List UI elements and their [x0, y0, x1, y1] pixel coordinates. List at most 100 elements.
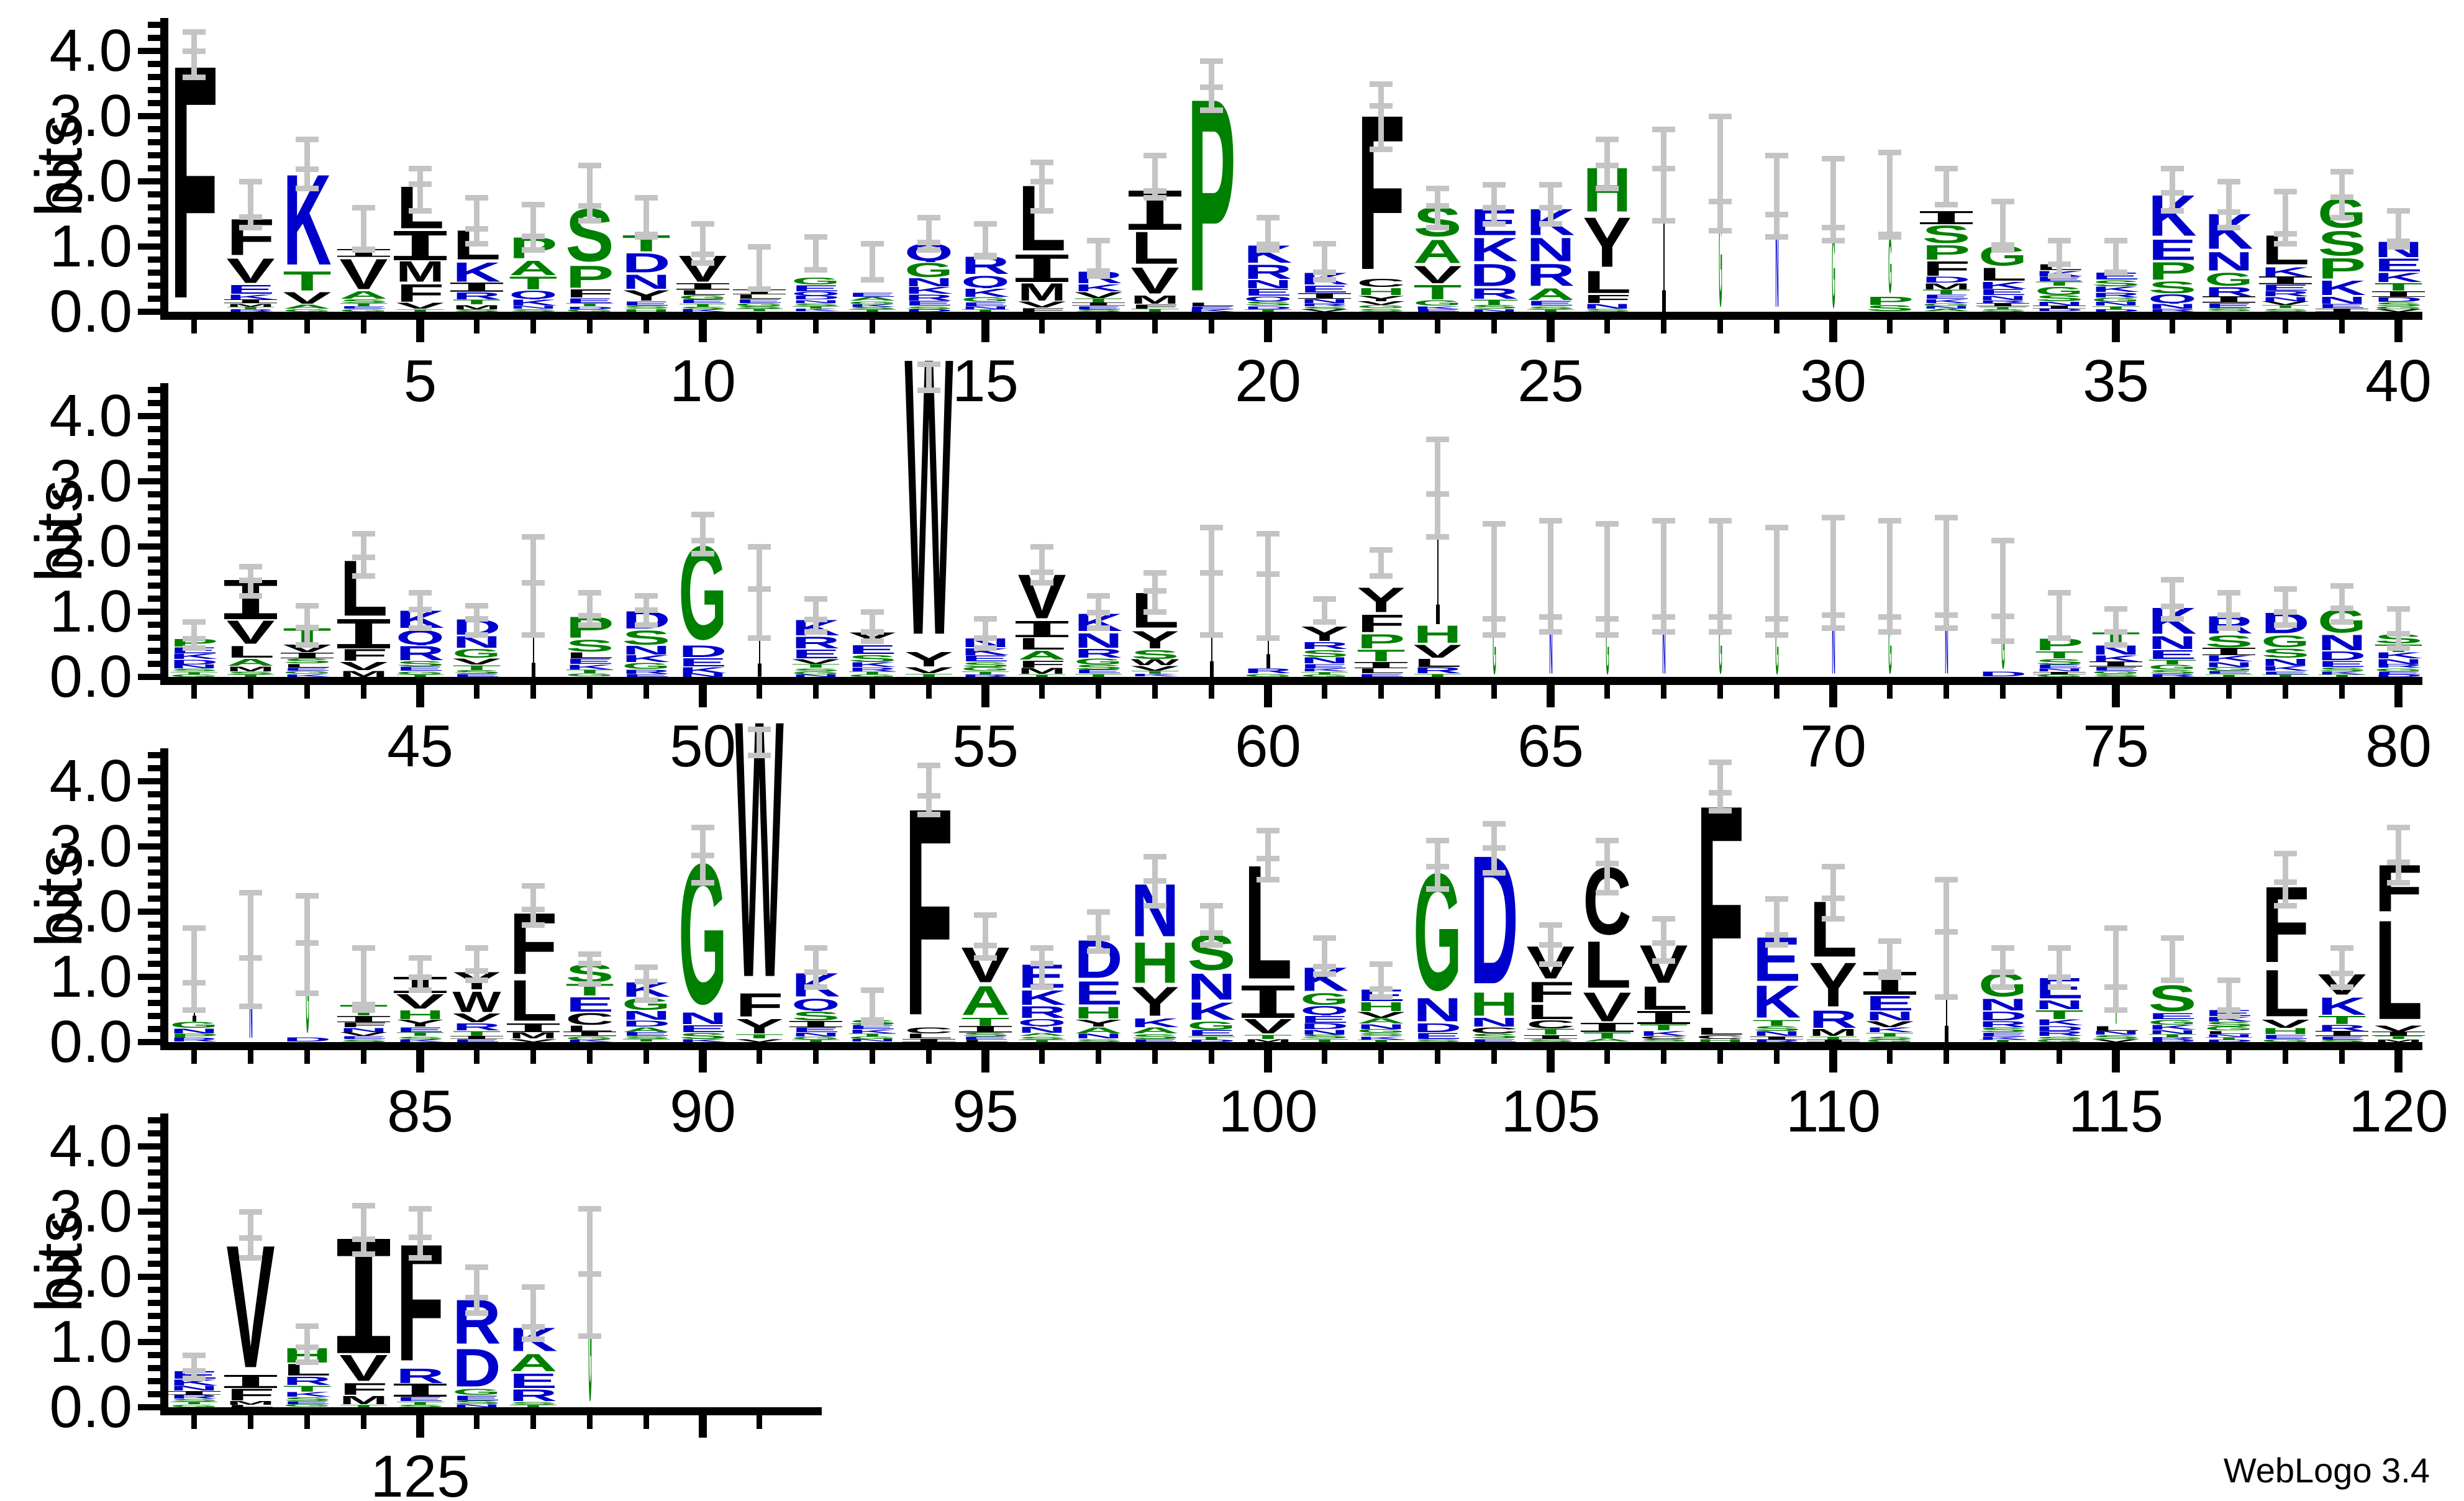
error-bar-cap	[1765, 942, 1788, 948]
logo-letter-N: N	[1074, 1033, 1122, 1038]
svg-text:P: P	[1922, 244, 1970, 260]
svg-text:S: S	[226, 671, 275, 674]
error-bar-111	[1887, 941, 1893, 977]
error-bar-10	[700, 224, 706, 263]
logo-letter-I	[1016, 254, 1068, 282]
svg-text:T: T	[2035, 1010, 2083, 1020]
logo-letter-V: V	[1413, 265, 1462, 284]
logo-letter-E: E	[1922, 294, 1970, 299]
svg-text:T: T	[1639, 1024, 1688, 1031]
logo-letter-N: N	[170, 664, 218, 668]
svg-text:K: K	[2374, 272, 2422, 283]
error-bar-27	[1661, 129, 1666, 220]
logo-letter-T: T	[396, 309, 444, 312]
error-bar-cap	[974, 221, 997, 227]
error-bar-cap	[1483, 221, 1506, 227]
error-bar-cap	[1709, 760, 1732, 765]
error-bar-3	[304, 139, 310, 188]
error-bar-106	[1604, 840, 1610, 892]
error-bar-65	[1548, 520, 1553, 632]
logo-letter-T: T	[283, 270, 331, 292]
error-bar-cap	[409, 166, 432, 171]
x-tick-label: 10	[670, 348, 736, 414]
logo-letter-T: T	[791, 664, 840, 668]
logo-letter-G: G	[452, 648, 501, 658]
error-bar-cap	[1539, 922, 1562, 928]
x-tick-major	[981, 685, 989, 707]
logo-letter-S: S	[1413, 1039, 1462, 1042]
logo-letter-N: N	[2317, 296, 2366, 304]
logo-letter-I	[1298, 292, 1351, 299]
error-bar-cap	[917, 247, 940, 253]
svg-text:E: E	[735, 299, 783, 303]
svg-text:D: D	[565, 307, 614, 309]
svg-text:V: V	[791, 659, 840, 664]
logo-letter-W: W	[1130, 659, 1180, 666]
error-bar-cap	[2387, 880, 2410, 886]
logo-letter-G: G	[1775, 619, 1779, 678]
svg-text:M: M	[1130, 295, 1179, 304]
error-bar-cap	[2104, 238, 2127, 243]
svg-text:L: L	[2261, 967, 2309, 1019]
x-tick-major	[2112, 1050, 2120, 1072]
svg-text:K: K	[1639, 1031, 1688, 1036]
x-tick-major	[2112, 685, 2120, 707]
logo-letter-N: N	[1832, 615, 1835, 677]
y-tick-minor	[148, 270, 160, 276]
logo-letter-E: E	[1470, 1039, 1518, 1042]
logo-letter-S: S	[452, 309, 501, 312]
svg-text:A: A	[339, 291, 388, 299]
svg-text:C: C	[1639, 1036, 1688, 1039]
y-tick-minor	[148, 752, 160, 758]
logo-letter-S: S	[1752, 1026, 1801, 1031]
svg-text:L: L	[283, 664, 331, 668]
svg-text:H: H	[1413, 624, 1462, 644]
error-bar-cap	[974, 912, 997, 918]
svg-text:E: E	[452, 1039, 501, 1042]
logo-letter-K: K	[904, 286, 953, 294]
x-tick-major	[2394, 320, 2403, 342]
logo-letter-R: R	[283, 1376, 331, 1385]
logo-letter-N: N	[791, 300, 840, 303]
logo-letter-N: N	[1357, 1024, 1405, 1029]
y-tick-major	[138, 48, 160, 54]
error-bar-mid-cap	[1652, 166, 1675, 171]
logo-letter-T: T	[1187, 1036, 1235, 1040]
logo-letter-N: N	[2261, 297, 2309, 301]
logo-letter-E: E	[1074, 980, 1122, 1006]
logo-letter-G: G	[1413, 300, 1462, 306]
svg-text:S: S	[1300, 650, 1348, 658]
svg-text:E: E	[1300, 1015, 1348, 1023]
svg-text:G: G	[1832, 227, 1835, 312]
svg-text:A: A	[509, 260, 557, 276]
svg-text:G: G	[1865, 1040, 1914, 1042]
svg-text:N: N	[1470, 1017, 1518, 1027]
y-tick-minor	[148, 1156, 160, 1163]
svg-text:T: T	[339, 1405, 388, 1407]
y-tick-major	[138, 309, 160, 315]
svg-text:T: T	[1130, 309, 1179, 312]
svg-text:T: T	[509, 276, 557, 290]
logo-letter-N: N	[2035, 302, 2083, 306]
logo-letter-N: N	[2261, 658, 2309, 666]
svg-text:K: K	[283, 674, 331, 677]
logo-letter-T: T	[622, 1039, 670, 1041]
logo-letter-G: G	[283, 309, 331, 312]
error-bar-cap	[1370, 573, 1393, 579]
svg-text:R: R	[904, 294, 953, 301]
error-bar-cap	[1539, 629, 1562, 635]
logo-letter-T: T	[791, 306, 840, 309]
svg-text:T: T	[565, 983, 614, 996]
error-bar-mid-cap	[1483, 616, 1506, 622]
logo-letter-S: S	[1300, 307, 1348, 309]
svg-text:N: N	[961, 306, 1009, 309]
error-bar-cap	[1483, 521, 1506, 527]
error-bar-mid-cap	[1709, 614, 1732, 620]
svg-text:N: N	[2091, 1031, 2140, 1035]
svg-text:E: E	[848, 1025, 896, 1029]
error-bar-cap	[1878, 629, 1901, 635]
